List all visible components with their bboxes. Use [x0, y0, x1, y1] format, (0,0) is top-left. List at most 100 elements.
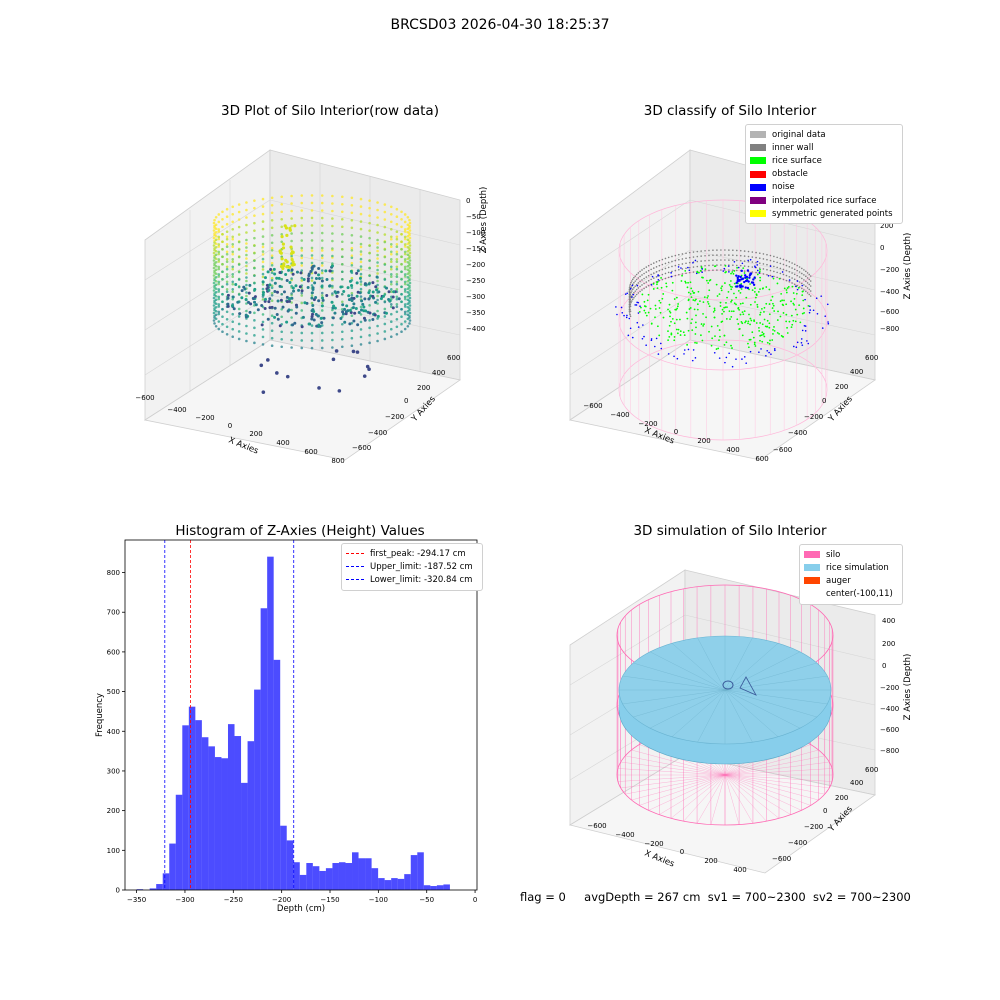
z-axis-label: Z Axies (Depth)	[903, 654, 913, 721]
data-point	[285, 279, 289, 283]
rice-surface-point	[685, 311, 688, 314]
inner-wall-point	[645, 281, 648, 283]
data-point	[295, 305, 299, 309]
rice-surface-point	[707, 302, 710, 305]
data-point	[400, 322, 403, 326]
data-point	[225, 245, 229, 248]
inner-wall-point	[808, 293, 811, 296]
rice-surface-point	[708, 289, 711, 292]
inner-wall-point	[637, 282, 640, 284]
inner-wall-point	[788, 265, 791, 268]
rice-surface-point	[807, 305, 810, 307]
inner-wall-point	[809, 280, 812, 282]
inner-wall-point	[801, 272, 803, 275]
inner-wall-point	[762, 258, 765, 260]
rice-surface-point	[730, 315, 733, 318]
data-point	[389, 212, 393, 216]
data-point	[263, 307, 267, 311]
rice-surface-point	[783, 287, 786, 290]
data-point	[320, 254, 324, 257]
inner-wall-point	[681, 268, 684, 270]
z-tick: 200	[880, 222, 893, 230]
rice-surface-point	[765, 302, 768, 305]
noise-point	[800, 341, 803, 344]
rice-surface-point	[768, 322, 771, 325]
data-point	[389, 220, 393, 224]
data-point	[270, 246, 274, 250]
data-point	[310, 216, 314, 220]
noise-point	[752, 278, 755, 281]
noise-point	[724, 361, 726, 364]
data-point	[406, 313, 410, 317]
data-point	[340, 262, 344, 266]
data-point	[261, 205, 265, 208]
data-point	[368, 236, 371, 240]
noise-point	[628, 317, 631, 320]
data-point	[225, 275, 229, 278]
data-point	[368, 206, 371, 210]
data-point	[270, 291, 274, 295]
data-point	[231, 287, 235, 291]
histogram-bar	[234, 736, 242, 890]
data-point	[270, 305, 274, 309]
histogram-title: Histogram of Z-Axies (Height) Values	[175, 523, 425, 539]
noise-point	[657, 278, 660, 281]
data-point	[245, 264, 248, 268]
rice-surface-point	[737, 323, 740, 325]
inner-wall-point	[658, 269, 661, 272]
data-point	[310, 279, 314, 282]
raw-z-ticks: 0 −50 −100 −150 −200 −250 −300 −350 −400	[466, 197, 485, 333]
data-point	[316, 314, 320, 318]
inner-wall-point	[793, 283, 796, 286]
rice-surface-point	[797, 286, 800, 289]
data-point	[245, 279, 248, 283]
noise-point	[800, 338, 803, 340]
histogram-bar	[260, 608, 268, 890]
noise-point	[694, 259, 697, 262]
data-point	[408, 301, 411, 304]
data-point	[408, 241, 411, 244]
data-point	[403, 245, 407, 248]
data-point	[281, 266, 285, 270]
rice-surface-point	[671, 289, 674, 292]
data-point	[300, 269, 304, 272]
inner-wall-point	[728, 269, 730, 271]
rice-surface-point	[684, 280, 687, 283]
rice-surface-point	[733, 292, 735, 295]
data-point	[212, 244, 216, 247]
data-point	[270, 226, 274, 230]
inner-wall-point	[652, 262, 655, 264]
data-point	[221, 300, 224, 304]
inner-wall-point	[766, 268, 768, 271]
rice-surface-point	[671, 281, 674, 284]
legend-item: symmetric generated points	[750, 207, 898, 220]
noise-point	[827, 322, 830, 325]
sim-x-ticks: −600 −400 −200 0 200 400	[587, 822, 746, 874]
inner-wall-point	[736, 254, 738, 257]
data-point	[213, 278, 216, 282]
data-point	[290, 209, 293, 213]
data-point	[350, 336, 354, 340]
rice-surface-point	[753, 343, 756, 346]
inner-wall-point	[630, 291, 632, 294]
legend-label: original data	[772, 129, 826, 140]
inner-wall-point	[678, 258, 680, 261]
data-point	[359, 212, 363, 216]
inner-wall-point	[785, 274, 788, 277]
data-point	[266, 270, 270, 274]
data-point	[336, 290, 340, 294]
legend-item: inner wall	[750, 141, 898, 154]
rice-surface-point	[783, 299, 785, 302]
data-point	[259, 363, 264, 368]
data-point	[350, 291, 354, 295]
data-point	[359, 335, 363, 339]
z-tick: −400	[466, 325, 485, 333]
rice-surface-point	[694, 341, 696, 344]
noise-point	[615, 306, 617, 308]
rice-surface-point	[698, 271, 700, 274]
data-point	[290, 346, 293, 349]
data-point	[237, 203, 241, 206]
data-point	[320, 246, 324, 250]
data-point	[403, 235, 407, 239]
